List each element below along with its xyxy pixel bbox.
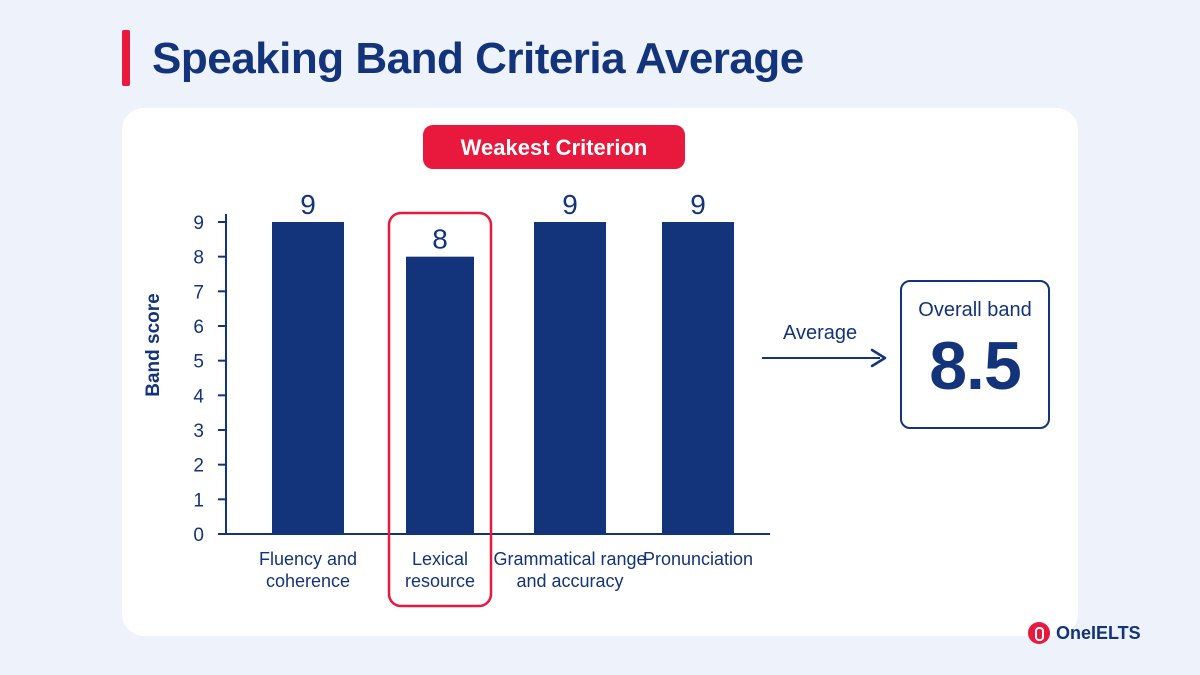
page-title: Speaking Band Criteria Average [152, 34, 804, 83]
bar [406, 256, 474, 534]
bar [534, 222, 606, 534]
bar [272, 222, 344, 534]
weakest-criterion-label: Weakest Criterion [461, 135, 648, 160]
brand-name: OneIELTS [1056, 622, 1141, 643]
category-label: coherence [266, 571, 350, 591]
overall-band-label: Overall band [918, 299, 1032, 321]
y-tick-label: 5 [193, 352, 204, 373]
bar-value-label: 9 [690, 189, 706, 220]
y-tick-label: 9 [193, 213, 204, 234]
overall-band-box: Overall band 8.5 [900, 280, 1050, 429]
y-tick-label: 8 [193, 248, 204, 269]
brand: OneIELTS [1028, 622, 1141, 644]
oneielts-logo-icon [1028, 622, 1050, 644]
average-label: Average [783, 322, 858, 344]
y-tick-label: 4 [193, 386, 204, 407]
category-label: and accuracy [516, 571, 623, 591]
arrow-right-icon [870, 348, 887, 368]
bar-value-label: 8 [432, 224, 448, 255]
y-tick-label: 3 [193, 421, 204, 442]
overall-band-value: 8.5 [929, 328, 1022, 404]
category-label: Pronunciation [643, 549, 753, 569]
bar-value-label: 9 [300, 189, 316, 220]
y-tick-label: 2 [193, 456, 204, 477]
y-tick-label: 6 [193, 317, 204, 338]
weakest-criterion-badge [423, 125, 685, 169]
y-axis-label: Band score [143, 293, 164, 396]
weakest-criterion-highlight [387, 211, 493, 608]
y-tick-label: 1 [193, 490, 204, 511]
category-label: resource [405, 571, 475, 591]
category-label: Grammatical range [493, 549, 646, 569]
bar [662, 222, 734, 534]
y-tick-label: 7 [193, 282, 204, 303]
category-label: Lexical [412, 549, 468, 569]
y-tick-label: 0 [193, 525, 204, 546]
title-accent-bar [122, 30, 130, 86]
bar-value-label: 9 [562, 189, 578, 220]
category-label: Fluency and [259, 549, 357, 569]
